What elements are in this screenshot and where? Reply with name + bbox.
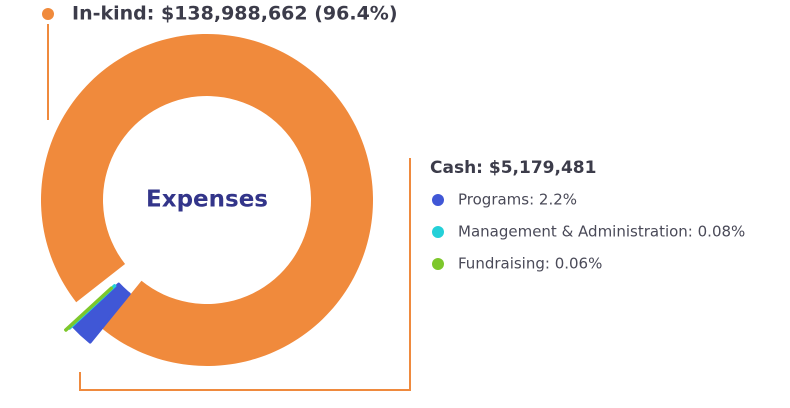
legend-swatch — [432, 194, 444, 206]
center-label: Expenses — [146, 187, 268, 213]
pie-slice — [64, 286, 114, 332]
bracket-line — [79, 158, 411, 391]
legend-swatch — [432, 258, 444, 270]
legend-label: Programs: 2.2% — [458, 191, 577, 209]
legend-label: In-kind: $138,988,662 (96.4%) — [72, 3, 398, 25]
pie-slice — [71, 282, 131, 344]
legend-label: Management & Administration: 0.08% — [458, 223, 745, 241]
group-label: Cash: $5,179,481 — [430, 158, 596, 178]
legend-swatch — [42, 8, 54, 20]
legend-label: Fundraising: 0.06% — [458, 255, 602, 273]
legend-swatch — [432, 226, 444, 238]
pie-slice — [40, 33, 373, 367]
